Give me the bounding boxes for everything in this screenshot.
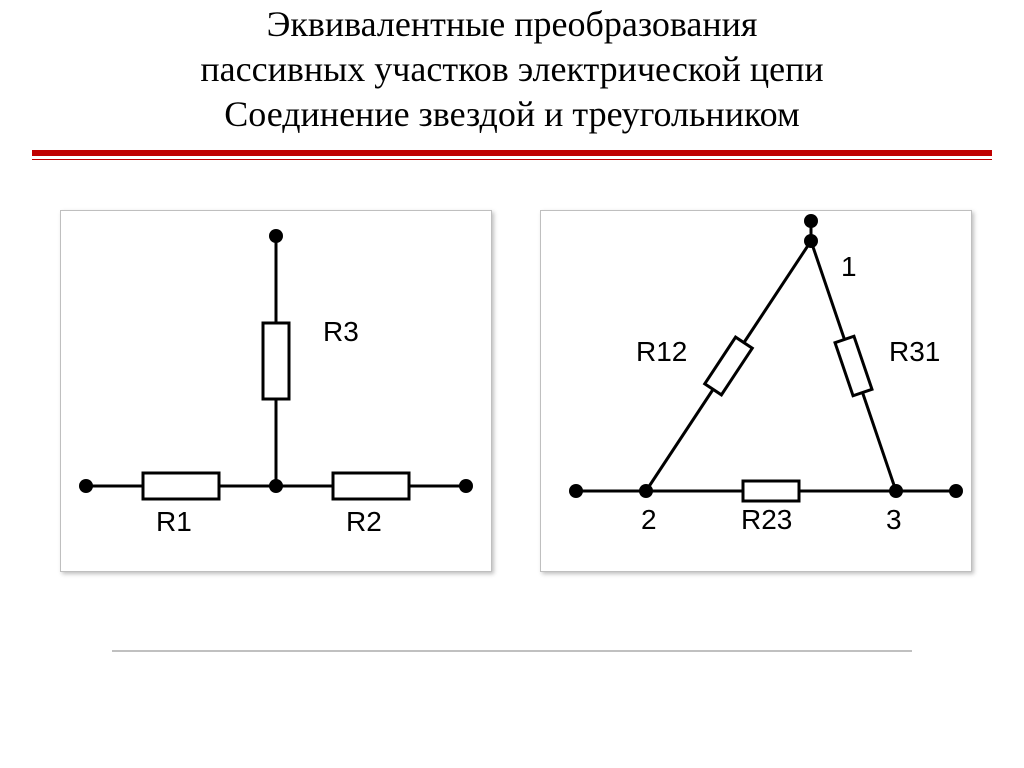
title-line-1: Эквивалентные преобразования <box>0 2 1024 47</box>
rule-thick <box>32 150 992 156</box>
title-line-3: Соединение звездой и треугольником <box>0 92 1024 137</box>
r31-resistor <box>835 336 872 395</box>
node-center <box>269 479 283 493</box>
r23-resistor <box>743 481 799 501</box>
bottom-rule <box>112 650 912 652</box>
title-underline <box>32 150 992 160</box>
node-left <box>79 479 93 493</box>
r12-label: R12 <box>636 336 687 367</box>
node-3 <box>889 484 903 498</box>
r3-label: R3 <box>323 316 359 347</box>
delta-circuit: R12 R31 R23 1 2 3 <box>541 211 971 571</box>
title-line-2: пассивных участков электрической цепи <box>0 47 1024 92</box>
slide-title: Эквивалентные преобразования пассивных у… <box>0 0 1024 137</box>
r2-label: R2 <box>346 506 382 537</box>
node-right <box>459 479 473 493</box>
r12-resistor <box>705 337 753 395</box>
r3-resistor <box>263 323 289 399</box>
node-2-label: 2 <box>641 504 657 535</box>
slide: Эквивалентные преобразования пассивных у… <box>0 0 1024 768</box>
delta-panel: R12 R31 R23 1 2 3 <box>540 210 972 572</box>
node-3-label: 3 <box>886 504 902 535</box>
node-top <box>269 229 283 243</box>
r2-resistor <box>333 473 409 499</box>
node-2 <box>639 484 653 498</box>
rule-thin <box>32 159 992 160</box>
r1-resistor <box>143 473 219 499</box>
star-panel: R3 R1 R2 <box>60 210 492 572</box>
r31-label: R31 <box>889 336 940 367</box>
node-1 <box>804 234 818 248</box>
node-1-label: 1 <box>841 251 857 282</box>
r23-label: R23 <box>741 504 792 535</box>
r1-label: R1 <box>156 506 192 537</box>
star-circuit: R3 R1 R2 <box>61 211 491 571</box>
